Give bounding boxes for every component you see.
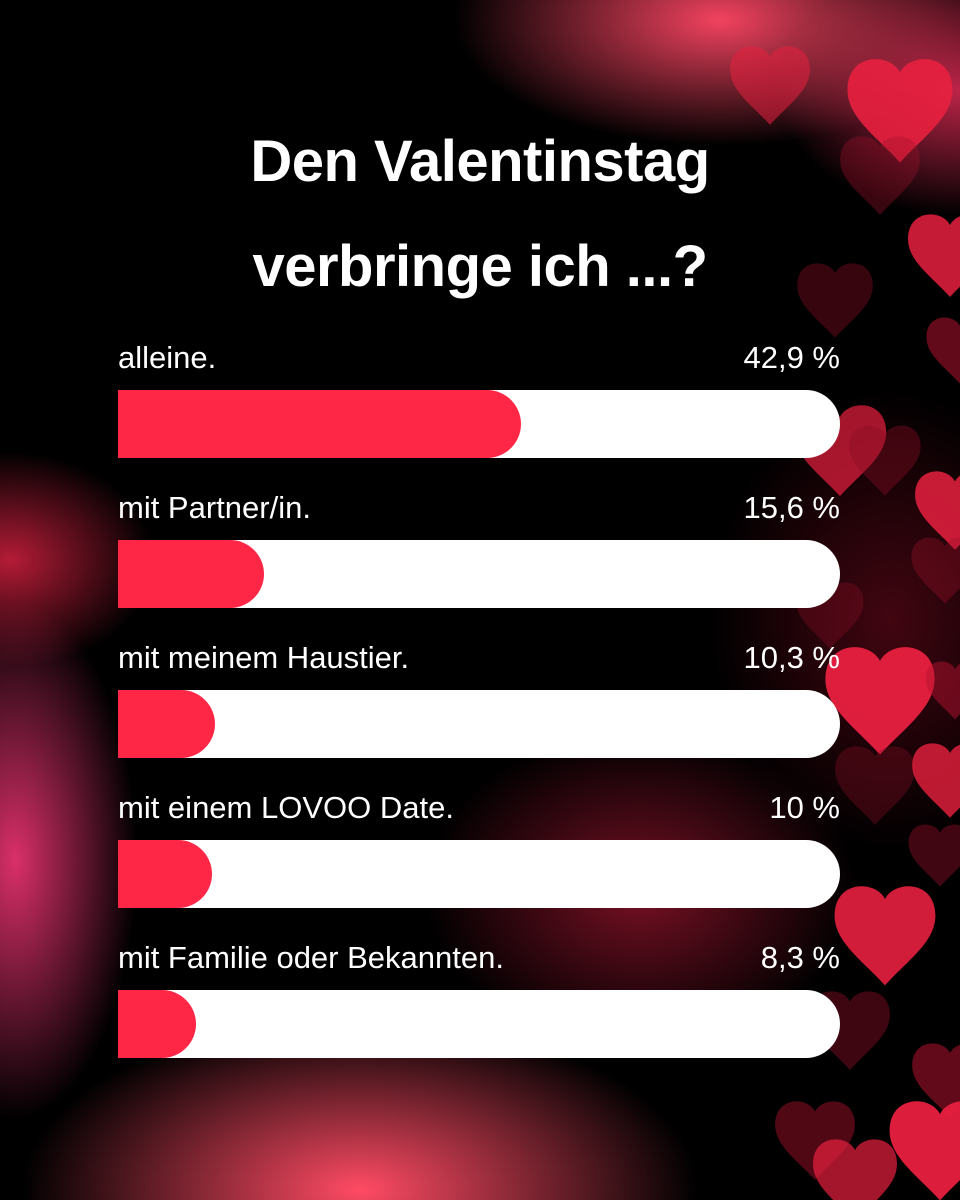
heart-icon — [797, 263, 873, 338]
poll-title: Den Valentinstag verbringe ich ...? — [0, 132, 960, 342]
heart-icon — [730, 46, 810, 125]
title-line-1: Den Valentinstag — [250, 129, 710, 194]
heart-icon — [889, 1101, 960, 1200]
heart-icon — [849, 425, 921, 496]
heart-icon — [840, 136, 920, 215]
bar-track — [118, 840, 840, 908]
heart-icon — [926, 317, 960, 384]
heart-icon — [911, 537, 960, 604]
bar-fill — [118, 390, 521, 458]
heart-icon — [925, 661, 960, 720]
heart-icon — [912, 1043, 960, 1118]
bar-track — [118, 690, 840, 758]
option-label: mit Partner/in. — [118, 490, 311, 525]
bar-fill — [118, 840, 212, 908]
heart-icon — [825, 647, 935, 755]
heart-icon — [813, 1139, 897, 1200]
bar-track — [118, 990, 840, 1058]
bar-track — [118, 540, 840, 608]
heart-icon — [775, 1101, 855, 1180]
bar-track — [118, 390, 840, 458]
bar-fill — [118, 990, 196, 1058]
heart-icon — [908, 214, 960, 297]
option-label: mit meinem Haustier. — [118, 640, 410, 675]
option-percentage: 8,3 % — [760, 940, 840, 975]
heart-icon — [915, 471, 960, 550]
option-percentage: 10,3 % — [743, 640, 840, 675]
option-label: mit einem LOVOO Date. — [118, 790, 454, 825]
bar-fill — [118, 690, 215, 758]
option-percentage: 10 % — [769, 790, 840, 825]
option-percentage: 42,9 % — [743, 340, 840, 375]
heart-icon — [912, 743, 960, 818]
option-label: alleine. — [118, 340, 217, 375]
heart-icon — [834, 886, 936, 986]
option-percentage: 15,6 % — [743, 490, 840, 525]
option-label: mit Familie oder Bekannten. — [118, 940, 504, 975]
heart-icon — [835, 746, 915, 825]
title-line-2: verbringe ich ...? — [252, 234, 708, 299]
bar-fill — [118, 540, 265, 608]
heart-icon — [847, 59, 953, 163]
heart-icon — [908, 824, 960, 887]
